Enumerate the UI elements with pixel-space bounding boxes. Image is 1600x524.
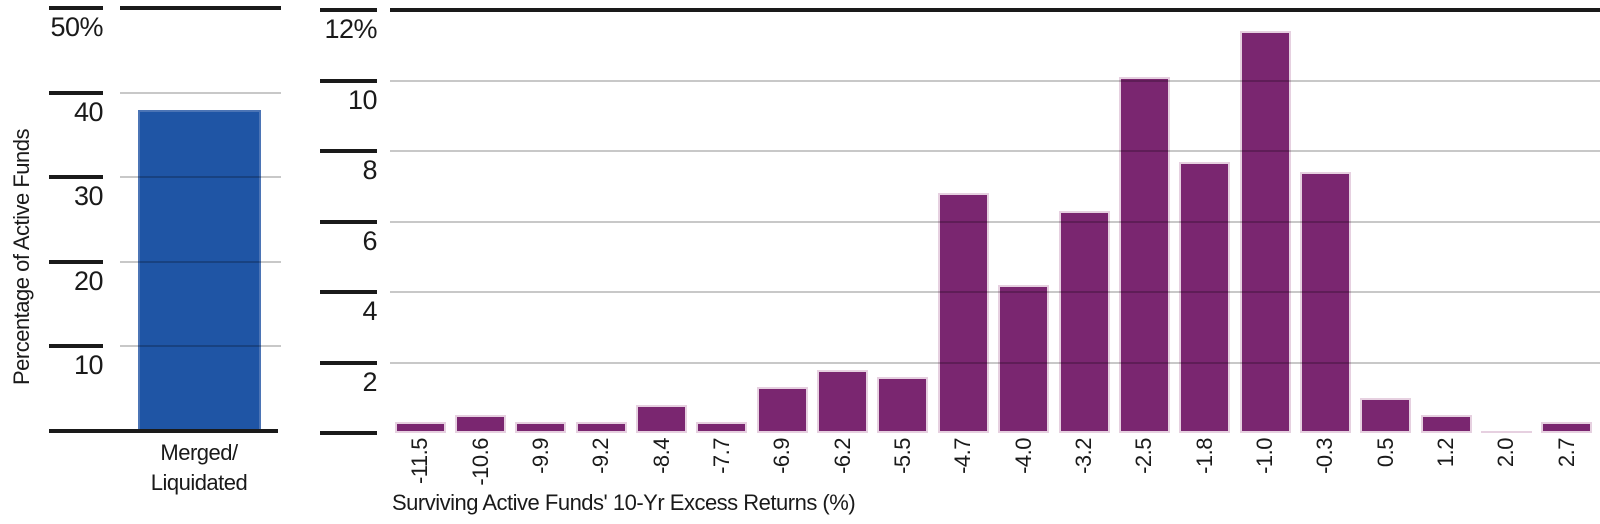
- right-y-tick: [320, 431, 377, 435]
- right-bar--7.7: [696, 422, 748, 433]
- left-gridline: [120, 176, 281, 179]
- right-y-tick: [320, 290, 377, 294]
- right-bar--0.3: [1299, 172, 1351, 433]
- right-x-category-label: -2.5: [1131, 438, 1157, 474]
- right-bar--1.0: [1239, 31, 1291, 433]
- right-bar-0.5: [1360, 397, 1412, 433]
- right-bar-2.0: [1480, 431, 1532, 433]
- right-y-tick: [320, 360, 377, 365]
- right-bar--5.5: [877, 376, 929, 433]
- left-y-tick: [49, 6, 103, 10]
- left-plot-top-line: [120, 6, 281, 10]
- left-y-tick: [49, 344, 103, 349]
- right-bar--9.2: [575, 422, 627, 433]
- right-bar-2.7: [1541, 422, 1593, 433]
- right-bar--6.9: [756, 387, 808, 433]
- left-gridline: [120, 91, 281, 94]
- right-bar--10.6: [455, 415, 507, 433]
- right-gridline: [390, 361, 1600, 364]
- right-x-category-label: -5.5: [889, 438, 915, 474]
- left-y-tick-label: 30: [73, 181, 104, 212]
- right-bar--4.0: [998, 284, 1050, 433]
- right-y-tick-label: 12%: [324, 14, 377, 44]
- right-y-tick-label: 4: [362, 296, 377, 326]
- right-bar-1.2: [1420, 415, 1472, 433]
- right-bar--8.4: [636, 404, 688, 433]
- right-bar--6.2: [817, 369, 869, 433]
- left-y-axis-title: Percentage of Active Funds: [9, 128, 34, 386]
- right-x-category-label: -1.0: [1252, 438, 1278, 474]
- right-y-tick: [320, 219, 377, 224]
- left-y-tick-label: 10: [73, 350, 104, 381]
- right-bar--1.8: [1179, 161, 1231, 433]
- right-x-category-label: -1.8: [1191, 438, 1217, 474]
- right-bar--2.5: [1118, 76, 1170, 433]
- right-x-category-label: 2.0: [1493, 438, 1519, 468]
- right-y-tick: [320, 78, 377, 83]
- left-baseline: [49, 429, 278, 433]
- right-y-tick: [320, 149, 377, 153]
- right-y-tick-label: 10: [347, 84, 378, 115]
- right-gridline: [390, 79, 1600, 82]
- right-x-category-label: -4.7: [950, 438, 976, 474]
- right-gridline: [390, 220, 1600, 223]
- right-gridline: [390, 291, 1600, 293]
- right-bar--11.5: [394, 422, 446, 433]
- right-y-tick-label: 6: [362, 225, 377, 256]
- right-y-tick-label: 2: [362, 366, 377, 397]
- right-x-category-label: -3.2: [1071, 438, 1097, 474]
- left-y-tick: [49, 175, 103, 180]
- category-label-line: Merged/: [160, 440, 238, 465]
- left-y-tick: [49, 90, 103, 95]
- right-gridline: [390, 150, 1600, 152]
- right-y-tick: [320, 8, 377, 12]
- left-x-category-label: Merged/Liquidated: [138, 438, 261, 498]
- right-x-category-label: 1.2: [1433, 438, 1459, 468]
- left-y-tick-label: 20: [73, 265, 104, 296]
- right-bar--9.9: [515, 422, 567, 433]
- left-bar-Merged/Liquidated: [137, 109, 261, 431]
- left-y-tick-label: 40: [73, 96, 104, 127]
- left-y-tick-label: 50%: [50, 12, 103, 42]
- left-gridline: [120, 260, 281, 263]
- right-x-category-label: -4.0: [1010, 438, 1036, 474]
- right-x-category-label: 0.5: [1372, 438, 1398, 468]
- right-x-axis-title: Surviving Active Funds' 10-Yr Excess Ret…: [392, 490, 856, 515]
- left-gridline: [120, 345, 281, 348]
- category-label-line: Liquidated: [150, 470, 248, 495]
- right-x-category-label: -0.3: [1312, 438, 1338, 474]
- right-bar--4.7: [937, 193, 989, 433]
- right-x-category-label: 2.7: [1553, 438, 1579, 468]
- right-plot-top-line: [390, 8, 1600, 12]
- left-y-tick: [49, 259, 103, 264]
- right-bar--3.2: [1058, 210, 1110, 433]
- right-y-tick-label: 8: [362, 155, 377, 185]
